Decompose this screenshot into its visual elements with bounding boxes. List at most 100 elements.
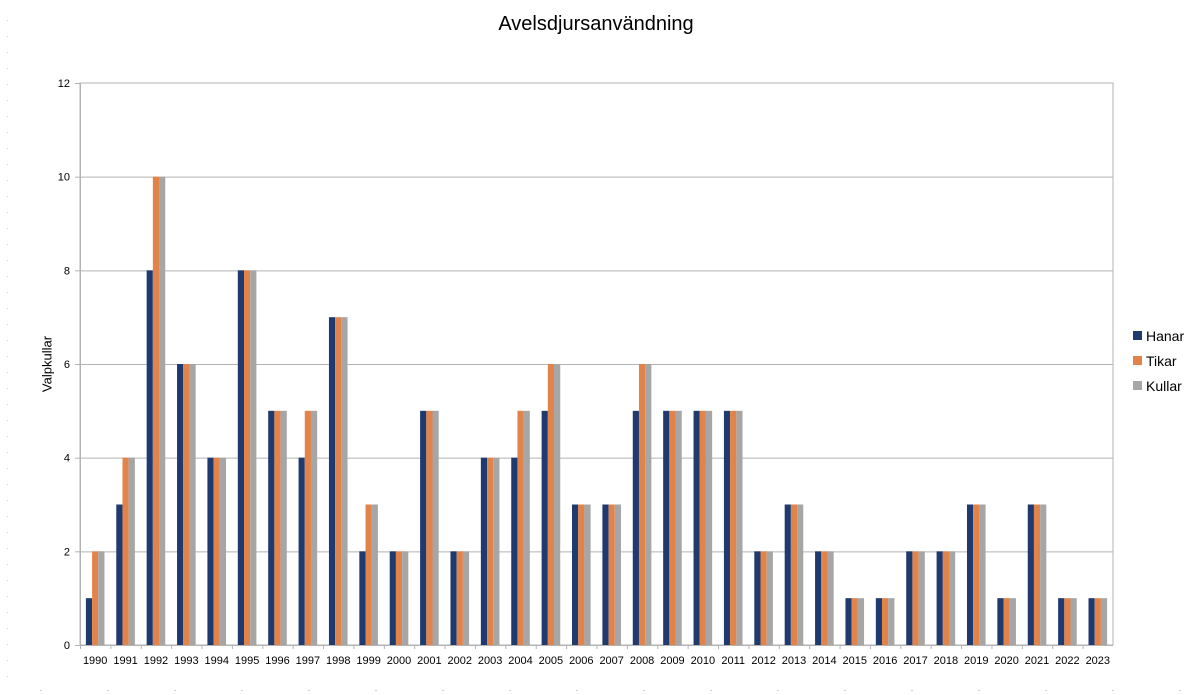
x-tick-label: 2007	[599, 655, 623, 667]
border-dot	[7, 468, 8, 469]
border-dot	[7, 580, 8, 581]
legend-item-tikar: Tikar	[1133, 348, 1184, 373]
border-dot	[7, 36, 8, 37]
bar-tikar-2012	[760, 551, 767, 645]
bar-kullar-1993	[189, 364, 196, 645]
border-dot	[7, 596, 8, 597]
bar-hanar-2018	[936, 551, 943, 645]
border-dot	[7, 52, 8, 53]
bar-hanar-1998	[328, 317, 336, 645]
border-dot	[7, 212, 8, 213]
bar-hanar-2009	[663, 410, 670, 645]
border-dot	[7, 644, 8, 645]
y-tick-label: 6	[64, 359, 70, 371]
legend-label-kullar: Kullar	[1146, 377, 1182, 394]
border-dot	[7, 564, 8, 565]
x-tick-label: 1992	[144, 655, 168, 667]
x-tick-label: 1994	[204, 655, 228, 667]
bar-tikar-2015	[851, 598, 858, 645]
legend-label-hanar: Hanar	[1146, 327, 1185, 344]
bar-hanar-2012	[754, 551, 761, 645]
bar-tikar-2014	[821, 551, 828, 645]
bar-kullar-2001	[432, 410, 439, 645]
border-dot	[7, 260, 8, 261]
bar-hanar-2004	[511, 457, 518, 645]
x-tick-label: 2017	[903, 655, 927, 667]
border-dot	[7, 388, 8, 389]
legend-label-tikar: Tikar	[1146, 352, 1177, 369]
bar-hanar-2010	[693, 410, 700, 645]
x-tick-label: 2021	[1025, 655, 1049, 667]
bar-hanar-2002	[450, 551, 457, 645]
bar-kullar-2017	[918, 551, 925, 645]
border-dot	[107, 690, 109, 691]
x-tick-label: 1990	[83, 655, 107, 667]
x-tick-label: 2004	[508, 655, 532, 667]
bar-kullar-2018	[948, 551, 956, 645]
x-tick-label: 1991	[113, 655, 137, 667]
x-tick-label: 2008	[630, 655, 654, 667]
bar-hanar-2020	[997, 598, 1004, 645]
bar-kullar-2004	[523, 410, 530, 645]
bar-tikar-1995	[244, 270, 251, 645]
legend: Hanar Tikar Kullar	[1133, 323, 1184, 398]
border-dot	[241, 690, 243, 691]
bar-tikar-2021	[1033, 504, 1041, 645]
border-dot	[7, 516, 8, 517]
x-tick-label: 2009	[660, 655, 684, 667]
bar-kullar-2006	[584, 504, 591, 645]
bar-hanar-2000	[389, 551, 396, 645]
bar-kullar-2020	[1009, 598, 1016, 645]
border-dot	[7, 196, 8, 197]
border-dot	[7, 84, 8, 85]
y-tick-label: 12	[58, 78, 70, 90]
bar-kullar-2007	[614, 504, 621, 645]
border-dot	[7, 500, 8, 501]
bar-hanar-1995	[237, 270, 245, 645]
bar-hanar-1994	[207, 457, 214, 645]
legend-item-hanar: Hanar	[1133, 323, 1184, 348]
bar-kullar-2013	[797, 504, 804, 645]
x-tick-label: 2020	[994, 655, 1018, 667]
bar-kullar-1995	[250, 270, 257, 645]
bar-tikar-2022	[1064, 598, 1071, 645]
bar-tikar-2010	[699, 410, 706, 645]
x-tick-label: 1995	[235, 655, 259, 667]
border-dot	[7, 180, 8, 181]
y-tick-label: 10	[58, 172, 70, 184]
x-tick-label: 2019	[964, 655, 988, 667]
bar-hanar-2019	[966, 504, 974, 645]
bar-kullar-1994	[219, 457, 227, 645]
bar-kullar-2003	[493, 457, 500, 645]
bar-tikar-2018	[942, 551, 949, 645]
border-dot	[643, 690, 645, 691]
y-tick-label: 2	[64, 546, 70, 558]
border-dot	[7, 612, 8, 613]
border-dot	[40, 690, 42, 691]
bar-hanar-1991	[116, 504, 123, 645]
bar-hanar-2014	[815, 551, 822, 645]
bar-kullar-2000	[402, 551, 409, 645]
bar-tikar-2019	[973, 504, 980, 645]
bar-kullar-2009	[675, 410, 682, 645]
bar-tikar-2001	[426, 410, 433, 645]
border-dot	[1045, 690, 1047, 691]
border-dot	[7, 628, 8, 629]
border-dot	[308, 690, 310, 691]
border-dot	[174, 690, 176, 691]
x-tick-label: 1996	[265, 655, 289, 667]
bar-tikar-2002	[456, 551, 463, 645]
y-tick-label: 0	[64, 640, 70, 652]
border-dot	[710, 690, 712, 691]
bar-kullar-1990	[98, 551, 105, 645]
bar-kullar-2008	[645, 364, 652, 645]
border-dot	[509, 690, 511, 691]
border-dot	[911, 690, 913, 691]
bar-hanar-2013	[784, 504, 791, 645]
bar-tikar-2006	[578, 504, 585, 645]
bar-kullar-1991	[128, 457, 135, 645]
bar-tikar-1993	[183, 364, 190, 645]
bar-kullar-2012	[766, 551, 773, 645]
bar-kullar-2010	[705, 410, 713, 645]
bar-tikar-2020	[1003, 598, 1010, 645]
